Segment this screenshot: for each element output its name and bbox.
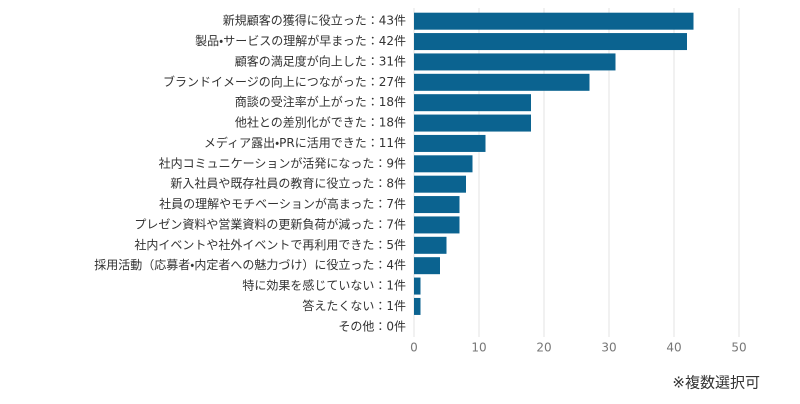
bar: [414, 33, 687, 51]
y-tick-label: 顧客の満足度が向上した：31件: [235, 53, 406, 68]
bar: [414, 134, 486, 152]
bar: [414, 236, 447, 254]
bar: [414, 73, 590, 91]
bar: [414, 216, 460, 234]
y-tick-label: 商談の受注率が上がった：18件: [235, 94, 406, 109]
bar: [414, 297, 421, 315]
y-tick-label: 採用活動（応募者・内定者への魅力づけ）に役立った：4件: [94, 257, 406, 272]
bar: [414, 257, 440, 275]
y-tick-label: 社員の理解やモチベーションが高まった：7件: [159, 196, 406, 211]
footnote: ※複数選択可: [672, 374, 760, 392]
y-tick-label: 製品・サービスの理解が早まった：42件: [195, 33, 406, 48]
bar: [414, 175, 466, 193]
bar: [414, 277, 421, 295]
bar: [414, 114, 531, 132]
bar: [414, 155, 473, 173]
y-tick-label: 新規顧客の獲得に役立った：43件: [223, 13, 406, 28]
x-tick-label: 20: [536, 341, 551, 355]
bar: [414, 53, 616, 71]
y-tick-label: その他：0件: [338, 319, 406, 333]
x-tick-label: 40: [666, 341, 681, 355]
x-tick-label: 0: [410, 341, 418, 355]
y-tick-label: 新入社員や既存社員の教育に役立った：8件: [170, 176, 406, 191]
x-tick-label: 50: [731, 341, 746, 355]
y-tick-label: 特に効果を感じていない：1件: [242, 278, 406, 293]
y-tick-label: メディア露出・PRに活用できた：11件: [204, 135, 406, 150]
y-tick-label: プレゼン資料や営業資料の更新負荷が減った：7件: [134, 216, 406, 231]
bar: [414, 94, 531, 112]
x-tick-label: 10: [471, 341, 486, 355]
y-tick-label: 答えたくない：1件: [302, 298, 406, 313]
bar: [414, 12, 694, 30]
y-tick-label: ブランドイメージの向上につながった：27件: [163, 74, 406, 89]
bar: [414, 196, 460, 214]
y-tick-label: 他社との差別化ができた：18件: [235, 115, 406, 130]
x-tick-label: 30: [601, 341, 616, 355]
y-tick-label: 社内コミュニケーションが活発になった：9件: [159, 155, 406, 170]
y-tick-label: 社内イベントや社外イベントで再利用できた：5件: [134, 237, 406, 252]
